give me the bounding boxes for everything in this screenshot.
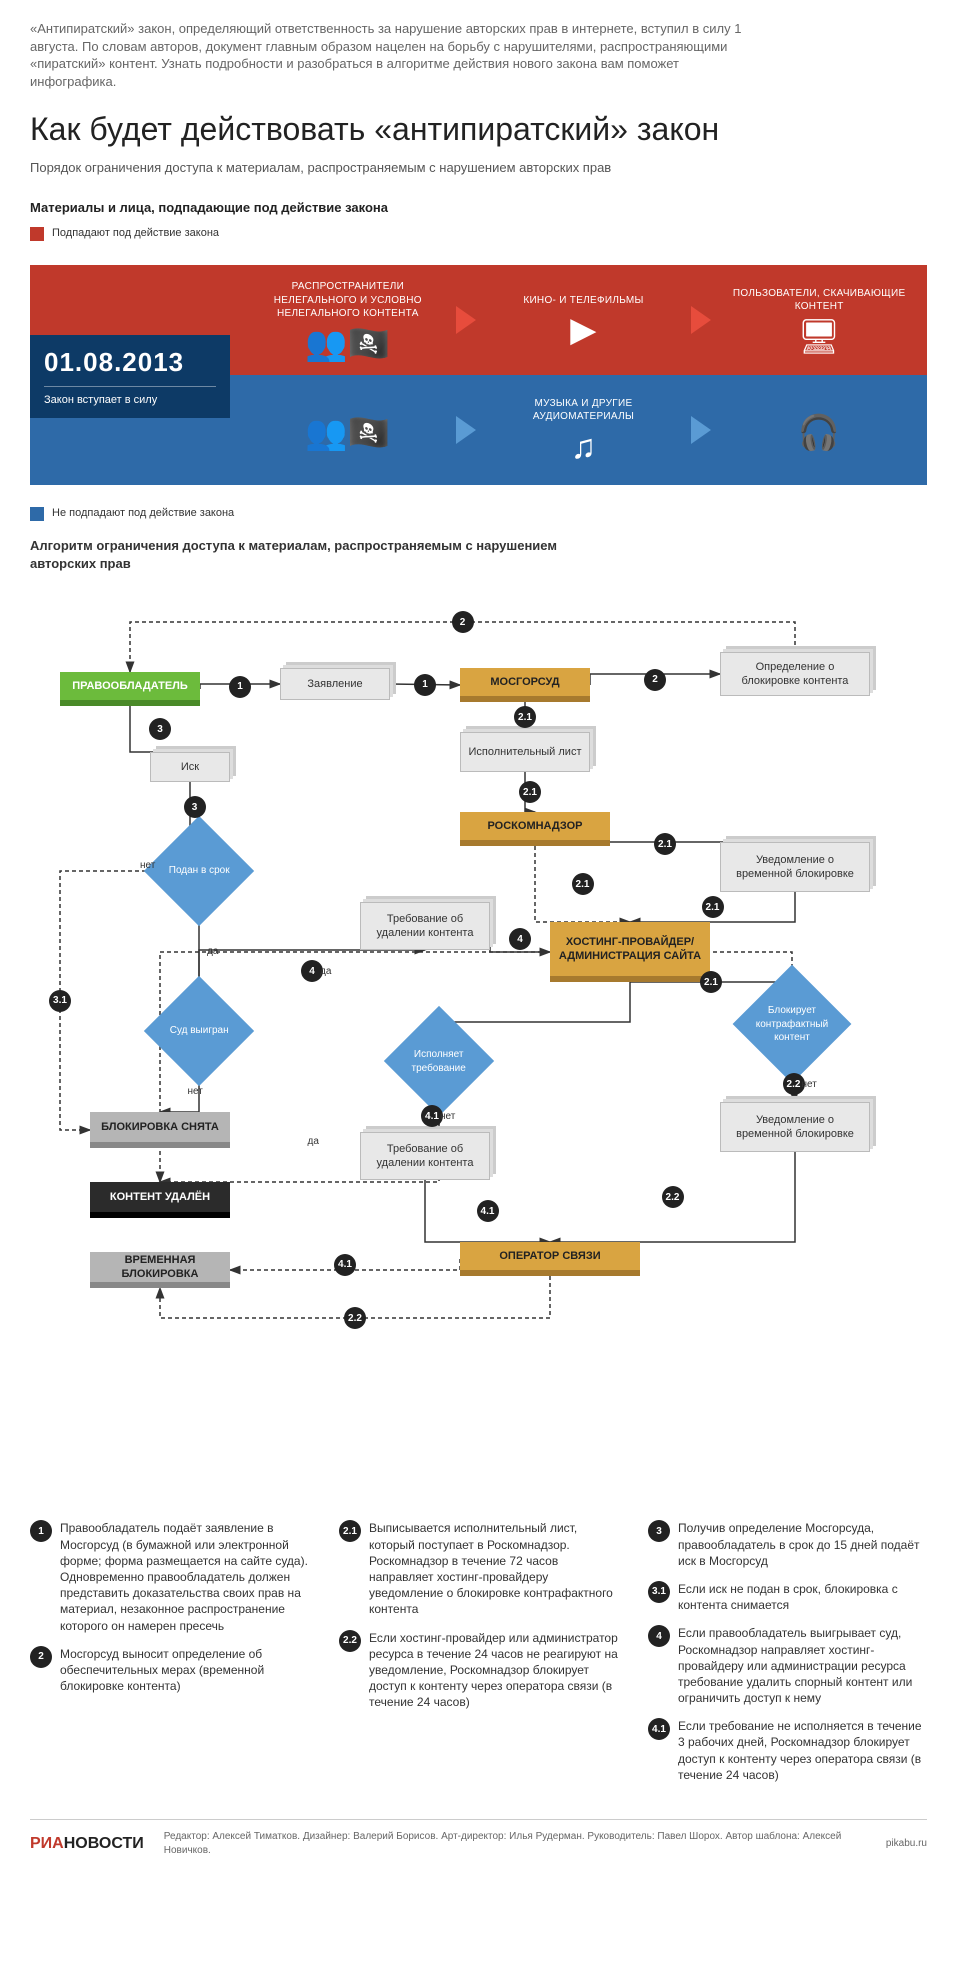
step-badge: 2.2 (344, 1307, 366, 1329)
step-badge: 4.1 (334, 1254, 356, 1276)
step-badge: 2.1 (654, 833, 676, 855)
footnote: 3.1 Если иск не подан в срок, блокировка … (648, 1581, 927, 1613)
step-badge: 3 (184, 796, 206, 818)
footnote-text: Если иск не подан в срок, блокировка с к… (678, 1581, 927, 1613)
flow-node-exec: Исполнительный лист (460, 732, 590, 772)
band-col: 🎧 (711, 404, 927, 456)
flow-node-owner: ПРАВООБЛАДАТЕЛЬ (60, 672, 200, 706)
step-badge: 2 (452, 611, 474, 633)
step-badge: 2.2 (662, 1186, 684, 1208)
footnote-badge: 3.1 (648, 1581, 670, 1603)
logo-ria: РИАНОВОСТИ (30, 1833, 144, 1855)
swatch-red (30, 227, 44, 241)
flow-node-isk: Иск (150, 752, 230, 782)
flow-node-d1: Подан в срок (144, 816, 254, 926)
flow-node-unblock: БЛОКИРОВКА СНЯТА (90, 1112, 230, 1148)
step-badge: 2.1 (519, 781, 541, 803)
band-col: ПОЛЬЗОВАТЕЛИ, СКАЧИВАЮЩИЕ КОНТЕНТ🖥 (711, 281, 927, 360)
subtitle: Порядок ограничения доступа к материалам… (30, 159, 927, 177)
step-badge: 2 (644, 669, 666, 691)
page-title: Как будет действовать «антипиратский» за… (30, 108, 927, 151)
legend-yes: Подпадают под действие закона (30, 226, 927, 241)
edge-label: нет (802, 1078, 817, 1092)
edge-label: нет (140, 859, 155, 873)
footnote: 4 Если правообладатель выигрывает суд, Ро… (648, 1625, 927, 1706)
flow-node-appl: Заявление (280, 668, 390, 700)
footnote-text: Выписывается исполнительный лист, которы… (369, 1520, 618, 1617)
flow-node-oper: ОПЕРАТОР СВЯЗИ (460, 1242, 640, 1276)
flow-node-def: Определение о блокировке контента (720, 652, 870, 696)
intro-text: «Антипиратский» закон, определяющий отве… (30, 20, 750, 90)
footnote-badge: 3 (648, 1520, 670, 1542)
footnote-badge: 2 (30, 1646, 52, 1668)
footnote: 2.1 Выписывается исполнительный лист, кот… (339, 1520, 618, 1617)
credits: Редактор: Алексей Тиматков. Дизайнер: Ва… (164, 1830, 866, 1857)
footnote-text: Мосгорсуд выносит определение об обеспеч… (60, 1646, 309, 1695)
date-box: 01.08.2013 Закон вступает в силу (30, 335, 230, 418)
step-badge: 2.1 (514, 706, 536, 728)
footnote-col: 1 Правообладатель подаёт заявление в Мосг… (30, 1520, 309, 1795)
flow-node-notice2: Уведомление о временной блокировке (720, 1102, 870, 1152)
footnote-text: Если правообладатель выигрывает суд, Рос… (678, 1625, 927, 1706)
band-col: КИНО- И ТЕЛЕФИЛЬМЫ▶ (476, 288, 692, 354)
footnote-badge: 1 (30, 1520, 52, 1542)
footnote-text: Правообладатель подаёт заявление в Мосго… (60, 1520, 309, 1633)
section1-title: Материалы и лица, подпадающие под действ… (30, 199, 927, 217)
edge-label: нет (188, 1085, 203, 1099)
step-badge: 1 (414, 674, 436, 696)
footnote-text: Если требование не исполняется в течение… (678, 1718, 927, 1783)
edge-label: да (207, 945, 218, 959)
step-badge: 2.1 (702, 896, 724, 918)
footnote-badge: 4 (648, 1625, 670, 1647)
step-badge: 1 (229, 676, 251, 698)
footnote: 2 Мосгорсуд выносит определение об обеспе… (30, 1646, 309, 1695)
footnote-badge: 2.2 (339, 1630, 361, 1652)
edge-label: да (320, 965, 331, 979)
flow-node-court: МОСГОРСУД (460, 668, 590, 702)
footnote-text: Получив определение Мосгорсуда, правообл… (678, 1520, 927, 1569)
source: pikabu.ru (886, 1837, 927, 1851)
flow-node-notice1: Уведомление о временной блокировке (720, 842, 870, 892)
flow-node-d2: Суд выигран (144, 976, 254, 1086)
swatch-blue (30, 507, 44, 521)
footnote-col: 3 Получив определение Мосгорсуда, правооб… (648, 1520, 927, 1795)
section2-title: Алгоритм ограничения доступа к материала… (30, 537, 590, 572)
flow-node-deleted: КОНТЕНТ УДАЛЁН (90, 1182, 230, 1218)
edge-label: да (308, 1135, 319, 1149)
footnote-col: 2.1 Выписывается исполнительный лист, кот… (339, 1520, 618, 1795)
flow-node-req1: Требование об удалении контента (360, 902, 490, 950)
coverage-band: РАСПРОСТРАНИТЕЛИ НЕЛЕГАЛЬНОГО И УСЛОВНО … (30, 247, 927, 507)
flow-node-d4: Блокирует контрафактный контент (733, 965, 852, 1084)
flow-node-d3: Исполняет требование (384, 1006, 494, 1116)
band-col: РАСПРОСТРАНИТЕЛИ НЕЛЕГАЛЬНОГО И УСЛОВНО … (240, 274, 456, 367)
step-badge: 3.1 (49, 990, 71, 1012)
legend-no: Не подпадают под действие закона (30, 506, 234, 521)
footnote: 1 Правообладатель подаёт заявление в Мосг… (30, 1520, 309, 1633)
footnotes: 1 Правообладатель подаёт заявление в Мосг… (30, 1520, 927, 1795)
flowchart: ПРАВООБЛАДАТЕЛЬ Заявление МОСГОРСУД Определ… (30, 582, 927, 1502)
step-badge: 4 (509, 928, 531, 950)
footnote: 2.2 Если хостинг-провайдер или администра… (339, 1630, 618, 1711)
edge-label: нет (440, 1110, 455, 1124)
footnote: 3 Получив определение Мосгорсуда, правооб… (648, 1520, 927, 1569)
step-badge: 3 (149, 718, 171, 740)
footnote-text: Если хостинг-провайдер или администратор… (369, 1630, 618, 1711)
arrow-icon (691, 416, 711, 444)
flow-node-req2: Требование об удалении контента (360, 1132, 490, 1180)
arrow-icon (691, 306, 711, 334)
flow-node-host: ХОСТИНГ-ПРОВАЙДЕР/ АДМИНИСТРАЦИЯ САЙТА (550, 922, 710, 982)
band-col: МУЗЫКА И ДРУГИЕ АУДИОМАТЕРИАЛЫ♫ (476, 391, 692, 470)
footnote: 4.1 Если требование не исполняется в тече… (648, 1718, 927, 1783)
arrow-icon (456, 416, 476, 444)
flow-node-rkn: РОСКОМНАДЗОР (460, 812, 610, 846)
footnote-badge: 2.1 (339, 1520, 361, 1542)
band-col: 👥🏴‍☠️ (240, 404, 456, 456)
step-badge: 2.1 (700, 971, 722, 993)
step-badge: 4.1 (477, 1200, 499, 1222)
footnote-badge: 4.1 (648, 1718, 670, 1740)
arrow-icon (456, 306, 476, 334)
step-badge: 2.1 (572, 873, 594, 895)
footer: РИАНОВОСТИ Редактор: Алексей Тиматков. Д… (30, 1819, 927, 1857)
flow-node-tmpblock: ВРЕМЕННАЯ БЛОКИРОВКА (90, 1252, 230, 1288)
